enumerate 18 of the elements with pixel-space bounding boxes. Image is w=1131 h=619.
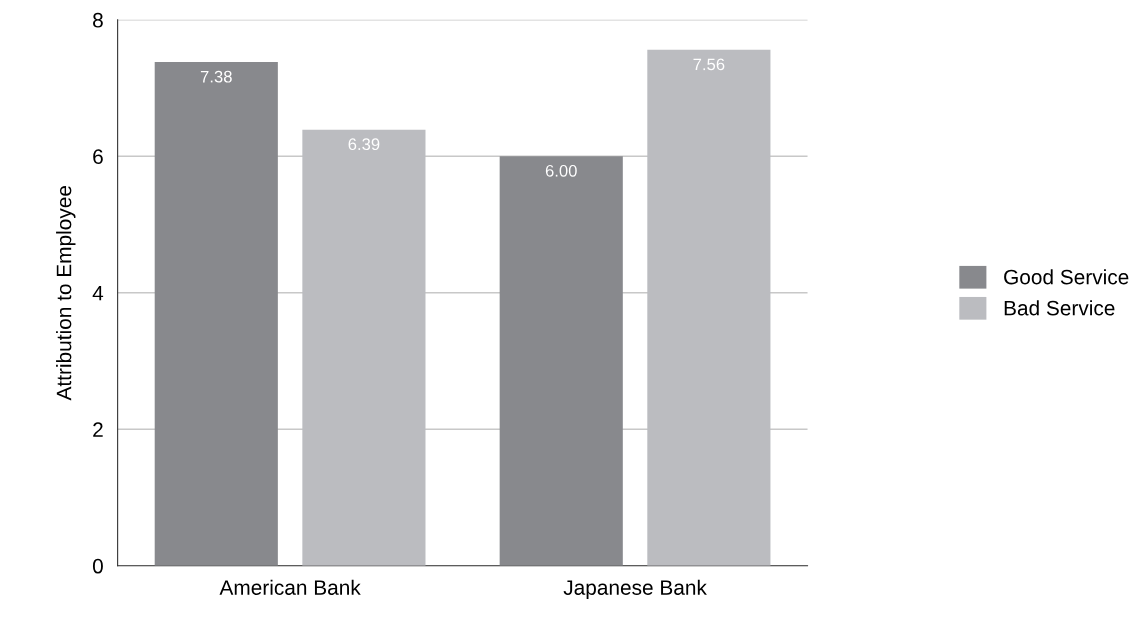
x-tick-label: American Bank <box>219 579 361 595</box>
y-tick-label: 2 <box>93 422 103 437</box>
legend-label: Good Service <box>1004 269 1129 285</box>
bar <box>647 49 771 566</box>
data-label: 7.56 <box>693 58 725 71</box>
data-label: 6.39 <box>348 138 380 151</box>
y-tick-label: 0 <box>92 558 103 574</box>
y-tick-label: 4 <box>92 286 104 301</box>
y-axis-title: Attribution to Employee <box>56 186 76 401</box>
y-tick-label: 6 <box>93 149 103 165</box>
bar <box>154 62 278 566</box>
data-label: 7.38 <box>200 70 232 83</box>
x-tick-label: Japanese Bank <box>563 579 707 600</box>
data-label: 6.00 <box>545 164 577 177</box>
legend-label: Bad Service <box>1004 300 1115 316</box>
bar <box>302 129 426 566</box>
y-tick-label: 8 <box>93 12 103 28</box>
bar <box>499 156 623 566</box>
